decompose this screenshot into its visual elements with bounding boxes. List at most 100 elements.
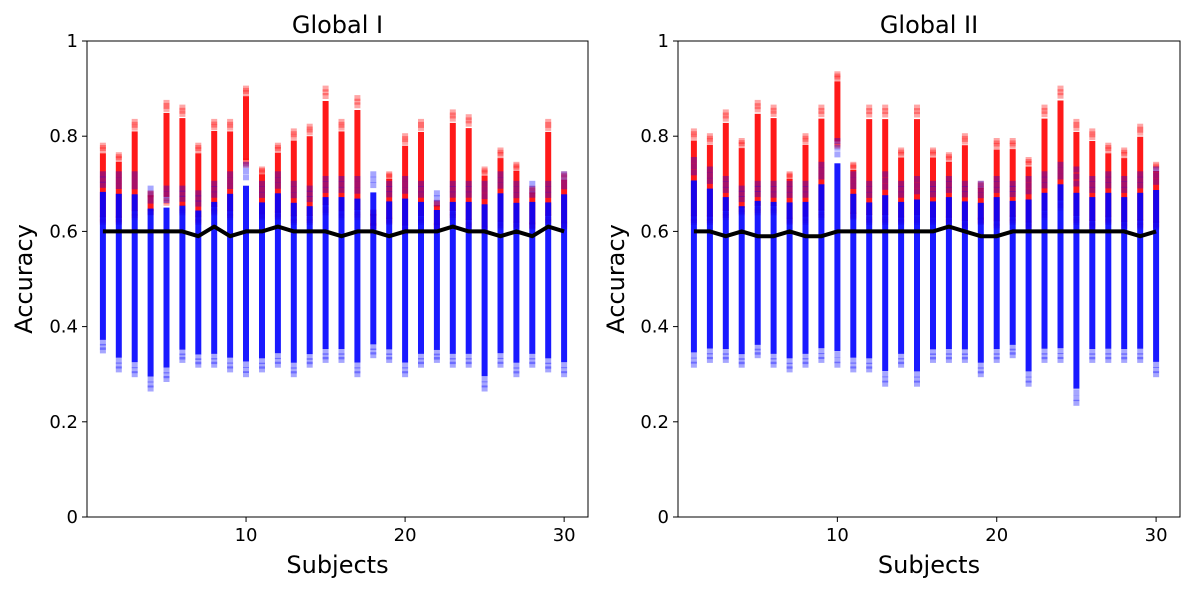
blue-marker-column <box>977 202 984 363</box>
x-tick-label: 20 <box>985 525 1008 546</box>
red-marker <box>433 200 440 207</box>
blue-marker-column <box>513 202 520 363</box>
blue-marker <box>227 362 234 369</box>
red-marker <box>147 190 154 197</box>
red-marker <box>243 158 249 165</box>
red-marker <box>818 111 825 118</box>
y-tick-label: 0.2 <box>640 412 669 433</box>
red-marker-column <box>465 128 472 221</box>
blue-marker <box>338 348 345 355</box>
blue-marker <box>497 357 504 364</box>
blue-marker <box>306 358 313 365</box>
y-axis-label: Accuracy <box>10 224 38 334</box>
blue-marker <box>179 356 186 363</box>
red-marker <box>690 128 697 135</box>
red-marker-column <box>545 131 552 216</box>
blue-marker <box>274 171 281 178</box>
blue-marker <box>690 352 697 359</box>
red-marker <box>1153 161 1160 168</box>
blue-marker <box>163 197 170 203</box>
blue-marker <box>930 191 936 198</box>
blue-marker <box>961 186 968 193</box>
blue-marker <box>977 180 984 187</box>
red-marker <box>243 161 249 168</box>
red-marker <box>115 152 122 159</box>
blue-marker-column <box>690 180 697 353</box>
mean-accuracy-line <box>102 224 565 239</box>
red-marker-column <box>1057 100 1064 201</box>
blue-marker <box>513 362 520 369</box>
red-marker <box>1025 161 1032 167</box>
blue-marker <box>179 195 186 202</box>
blue-marker <box>690 357 697 364</box>
red-marker <box>354 95 361 102</box>
blue-marker <box>131 183 138 190</box>
red-marker <box>322 85 329 92</box>
blue-marker <box>418 180 424 187</box>
blue-marker-column <box>338 197 345 349</box>
red-marker <box>770 110 777 117</box>
red-marker <box>529 185 536 192</box>
blue-marker <box>898 180 905 187</box>
red-marker <box>99 147 106 154</box>
blue-marker <box>195 354 202 360</box>
blue-marker <box>545 366 552 373</box>
red-marker <box>561 174 568 181</box>
red-marker <box>163 195 170 202</box>
red-marker <box>993 143 1000 150</box>
red-marker <box>1073 124 1080 131</box>
blue-marker <box>1009 191 1016 198</box>
blue-marker <box>529 361 536 368</box>
blue-marker <box>243 367 249 373</box>
blue-marker <box>1041 356 1048 363</box>
red-marker <box>977 183 984 190</box>
blue-marker <box>481 385 488 392</box>
blue-marker <box>866 366 873 373</box>
blue-marker <box>866 180 873 187</box>
blue-marker <box>706 356 713 363</box>
blue-marker <box>259 362 265 369</box>
red-marker <box>290 133 297 140</box>
blue-marker <box>243 361 249 368</box>
red-marker <box>1137 126 1144 133</box>
blue-marker <box>561 367 568 374</box>
blue-marker-column <box>1105 192 1112 349</box>
blue-marker <box>481 186 488 193</box>
blue-marker <box>99 176 106 183</box>
blue-marker <box>930 356 936 363</box>
blue-marker <box>211 191 218 198</box>
blue-marker <box>818 167 825 174</box>
red-marker <box>834 139 841 146</box>
blue-marker <box>993 353 1000 360</box>
blue-marker-column <box>481 204 488 377</box>
blue-marker <box>1153 166 1160 173</box>
red-marker <box>1041 107 1048 114</box>
blue-marker <box>195 200 202 207</box>
red-marker <box>513 161 520 168</box>
blue-marker <box>195 358 202 365</box>
red-marker <box>802 133 809 140</box>
red-marker <box>914 108 920 115</box>
red-marker <box>738 142 745 149</box>
red-marker <box>961 133 968 140</box>
red-marker <box>1121 149 1128 156</box>
red-marker-column <box>418 131 424 216</box>
y-tick-label: 1 <box>658 31 669 52</box>
blue-marker <box>977 362 984 369</box>
red-marker <box>497 152 504 158</box>
blue-marker <box>227 366 234 373</box>
blue-marker <box>834 361 841 368</box>
blue-marker <box>1009 180 1016 187</box>
red-marker-column <box>738 148 745 209</box>
blue-marker <box>545 191 552 198</box>
blue-marker <box>1057 161 1064 168</box>
blue-marker <box>354 176 361 182</box>
red-marker-column <box>1121 158 1128 223</box>
blue-marker-column <box>131 194 138 363</box>
blue-marker-column <box>259 202 265 359</box>
red-marker <box>274 142 281 149</box>
blue-marker <box>274 353 281 360</box>
blue-marker-column <box>227 193 234 358</box>
blue-marker <box>561 371 568 378</box>
red-marker <box>882 104 889 111</box>
